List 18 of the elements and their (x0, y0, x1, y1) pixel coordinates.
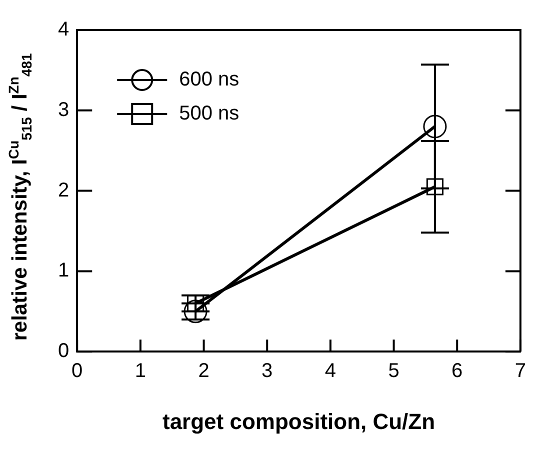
x-tick-label: 5 (388, 360, 400, 382)
x-tick-label: 4 (324, 360, 336, 382)
y-tick-label: 3 (58, 98, 70, 121)
point (184, 300, 208, 324)
legend-label: 500 ns (179, 102, 240, 125)
point (426, 178, 444, 196)
legend-label: 600 ns (179, 68, 240, 91)
x-axis-title: target composition, Cu/Zn (162, 408, 436, 434)
x-tick-label: 3 (262, 360, 273, 382)
y-tick-label: 0 (58, 340, 70, 362)
x-tick-label: 1 (134, 360, 146, 382)
x-tick-label: 7 (514, 360, 526, 382)
y-tick-label: 4 (58, 18, 70, 41)
x-tick-label: 2 (198, 360, 210, 382)
x-tick-label: 6 (452, 360, 463, 382)
y-tick-label: 1 (58, 260, 70, 282)
point (423, 114, 447, 138)
y-tick-label: 2 (58, 179, 70, 202)
